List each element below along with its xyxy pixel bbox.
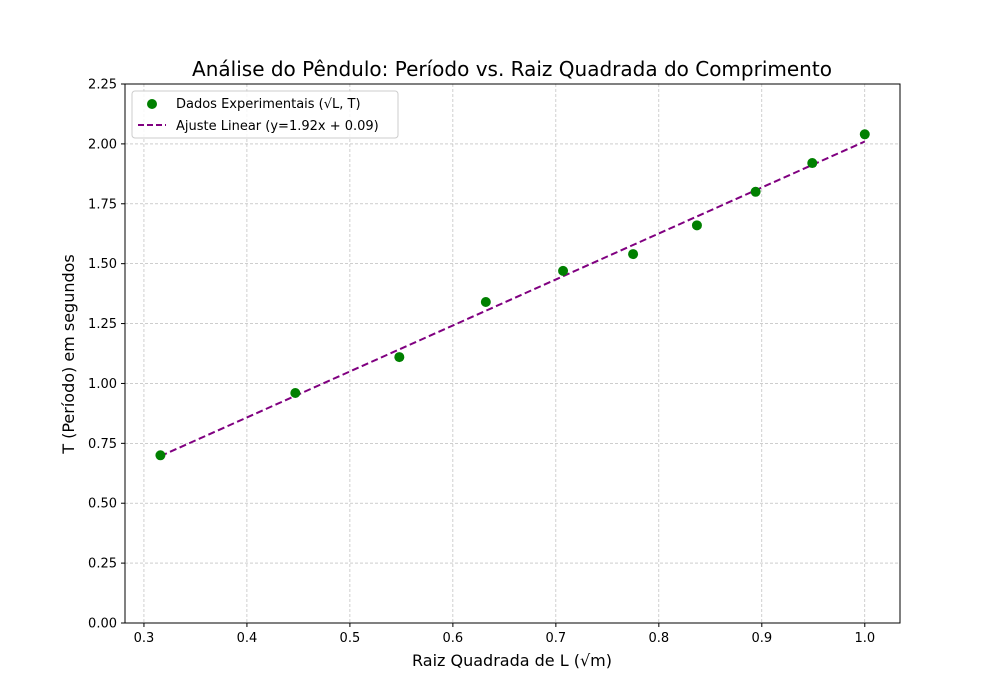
grid: [125, 83, 900, 624]
data-point: [750, 186, 761, 197]
chart-title: Análise do Pêndulo: Período vs. Raiz Qua…: [192, 57, 832, 81]
data-point: [807, 158, 818, 169]
y-tick-label: 2.25: [88, 78, 117, 93]
x-tick-label: 1.0: [854, 631, 875, 646]
scatter-points-layer: [155, 129, 870, 461]
fit-line-layer: [160, 140, 866, 458]
y-tick-label: 0.75: [88, 437, 117, 452]
y-tick-label: 1.00: [88, 377, 117, 392]
legend-label-scatter: Dados Experimentais (√L, T): [176, 97, 361, 112]
legend-box: [131, 90, 399, 139]
x-axis: 0.3 0.4 0.5 0.6 0.7 0.8 0.9 1.0: [134, 623, 875, 646]
y-tick-label: 2.00: [88, 137, 117, 152]
legend: Dados Experimentais (√L, T) Ajuste Linea…: [131, 90, 399, 139]
y-tick-label: 1.75: [88, 197, 117, 212]
y-tick-label: 0.25: [88, 557, 117, 572]
data-point: [394, 352, 405, 363]
y-tick-label: 1.50: [88, 257, 117, 272]
y-axis-label: T (Período) em segundos: [59, 254, 78, 455]
y-axis: 0.00 0.25 0.50 0.75 1.00 1.25 1.50 1.75 2.00 2.25: [88, 78, 125, 632]
x-tick-label: 0.5: [340, 631, 361, 646]
legend-label-fit: Ajuste Linear (y=1.92x + 0.09): [176, 119, 379, 134]
y-tick-label: 0.50: [88, 497, 117, 512]
fit-line: [160, 140, 866, 458]
data-point: [290, 388, 301, 399]
data-point: [691, 220, 702, 231]
y-tick-label: 0.00: [88, 617, 117, 632]
x-tick-label: 0.7: [546, 631, 567, 646]
legend-marker-scatter: [147, 99, 157, 109]
x-tick-label: 0.4: [237, 631, 258, 646]
data-point: [628, 249, 639, 260]
data-point: [480, 296, 491, 307]
data-point: [155, 450, 166, 461]
x-tick-label: 0.9: [751, 631, 772, 646]
y-tick-label: 1.25: [88, 317, 117, 332]
x-axis-label: Raiz Quadrada de L (√m): [412, 651, 612, 670]
data-point: [558, 265, 569, 276]
x-tick-label: 0.3: [134, 631, 155, 646]
data-point: [859, 129, 870, 140]
x-tick-label: 0.6: [443, 631, 464, 646]
x-tick-label: 0.8: [648, 631, 669, 646]
plot-frame: [124, 83, 901, 624]
